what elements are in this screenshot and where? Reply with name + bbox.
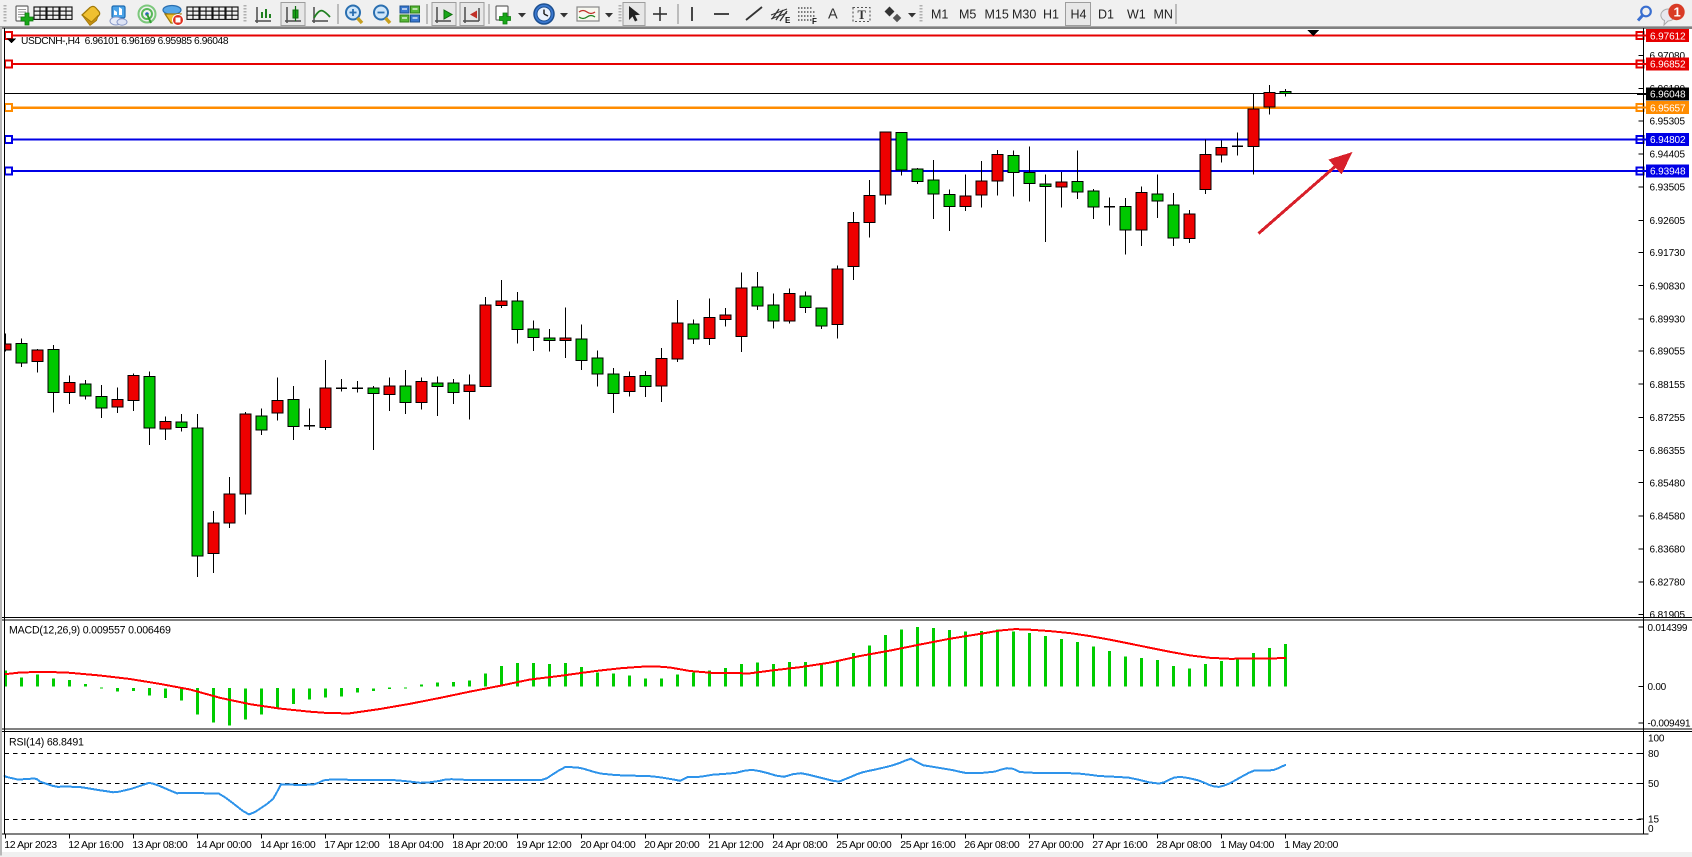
svg-text:USDCNH-,H4 6.96101 6.96169 6.: USDCNH-,H4 6.96101 6.96169 6.95985 6.960… — [21, 36, 229, 47]
svg-text:1 May 20:00: 1 May 20:00 — [1284, 839, 1338, 851]
svg-text:6.83680: 6.83680 — [1650, 545, 1686, 556]
svg-text:6.95305: 6.95305 — [1650, 116, 1686, 127]
svg-text:21 Apr 12:00: 21 Apr 12:00 — [708, 839, 764, 851]
svg-text:20 Apr 20:00: 20 Apr 20:00 — [644, 839, 700, 851]
svg-text:0.00: 0.00 — [1648, 682, 1667, 693]
svg-text:H1: H1 — [1043, 8, 1059, 22]
svg-text:T: T — [858, 8, 867, 22]
svg-text:MACD(12,26,9) 0.009557 0.00646: MACD(12,26,9) 0.009557 0.006469 — [9, 625, 171, 637]
svg-text:M5: M5 — [959, 8, 976, 22]
svg-text:18 Apr 04:00: 18 Apr 04:00 — [388, 839, 444, 851]
svg-text:RSI(14) 68.8491: RSI(14) 68.8491 — [9, 737, 84, 749]
svg-text:6.81905: 6.81905 — [1650, 610, 1686, 621]
svg-text:6.86355: 6.86355 — [1650, 446, 1686, 457]
svg-text:MN: MN — [1154, 8, 1173, 22]
svg-text:6.93505: 6.93505 — [1650, 183, 1686, 194]
svg-text:12 Apr 2023: 12 Apr 2023 — [4, 839, 57, 851]
svg-text:50: 50 — [1648, 779, 1659, 790]
svg-text:25 Apr 00:00: 25 Apr 00:00 — [836, 839, 892, 851]
svg-text:14 Apr 16:00: 14 Apr 16:00 — [260, 839, 316, 851]
svg-text:F: F — [812, 17, 817, 26]
svg-text:6.88155: 6.88155 — [1650, 380, 1686, 391]
svg-text:6.92605: 6.92605 — [1650, 216, 1686, 227]
svg-text:1 May 04:00: 1 May 04:00 — [1220, 839, 1274, 851]
svg-text:6.93948: 6.93948 — [1650, 167, 1686, 178]
svg-text:24 Apr 08:00: 24 Apr 08:00 — [772, 839, 828, 851]
svg-text:W1: W1 — [1127, 8, 1146, 22]
svg-text:0: 0 — [1648, 824, 1654, 835]
svg-text:25 Apr 16:00: 25 Apr 16:00 — [900, 839, 956, 851]
svg-text:6.84580: 6.84580 — [1650, 511, 1686, 522]
svg-text:H4: H4 — [1071, 8, 1087, 22]
svg-text:1: 1 — [1674, 5, 1681, 20]
svg-text:6.90830: 6.90830 — [1650, 281, 1686, 292]
svg-text:28 Apr 08:00: 28 Apr 08:00 — [1156, 839, 1212, 851]
svg-text:6.96852: 6.96852 — [1650, 60, 1686, 71]
svg-text:6.94405: 6.94405 — [1650, 150, 1686, 161]
svg-text:13 Apr 08:00: 13 Apr 08:00 — [132, 839, 188, 851]
svg-text:6.97612: 6.97612 — [1650, 31, 1686, 42]
svg-text:6.87255: 6.87255 — [1650, 413, 1686, 424]
svg-text:27 Apr 16:00: 27 Apr 16:00 — [1092, 839, 1148, 851]
svg-text:18 Apr 20:00: 18 Apr 20:00 — [452, 839, 508, 851]
svg-text:26 Apr 08:00: 26 Apr 08:00 — [964, 839, 1020, 851]
svg-text:6.95657: 6.95657 — [1650, 103, 1686, 114]
svg-text:D1: D1 — [1098, 8, 1114, 22]
svg-text:6.94802: 6.94802 — [1650, 135, 1686, 146]
svg-text:6.82780: 6.82780 — [1650, 578, 1686, 589]
svg-text:20 Apr 04:00: 20 Apr 04:00 — [580, 839, 636, 851]
svg-text:80: 80 — [1648, 749, 1659, 760]
svg-text:6.89055: 6.89055 — [1650, 347, 1686, 358]
svg-text:6.97080: 6.97080 — [1650, 51, 1686, 62]
svg-text:17 Apr 12:00: 17 Apr 12:00 — [324, 839, 380, 851]
svg-text:E: E — [785, 16, 791, 25]
svg-text:6.96048: 6.96048 — [1650, 90, 1686, 101]
svg-text:14 Apr 00:00: 14 Apr 00:00 — [196, 839, 252, 851]
svg-text:M15: M15 — [985, 8, 1009, 22]
svg-text:27 Apr 00:00: 27 Apr 00:00 — [1028, 839, 1084, 851]
svg-text:-0.009491: -0.009491 — [1648, 719, 1691, 730]
svg-text:15: 15 — [1648, 815, 1659, 826]
svg-text:M1: M1 — [931, 8, 948, 22]
svg-text:M30: M30 — [1012, 8, 1036, 22]
svg-text:0.014399: 0.014399 — [1648, 623, 1688, 634]
svg-text:12 Apr 16:00: 12 Apr 16:00 — [68, 839, 124, 851]
svg-text:6.89930: 6.89930 — [1650, 314, 1686, 325]
svg-text:19 Apr 12:00: 19 Apr 12:00 — [516, 839, 572, 851]
svg-text:6.85480: 6.85480 — [1650, 478, 1686, 489]
svg-text:A: A — [828, 7, 838, 23]
svg-text:100: 100 — [1648, 734, 1665, 745]
svg-text:6.91730: 6.91730 — [1650, 248, 1686, 259]
